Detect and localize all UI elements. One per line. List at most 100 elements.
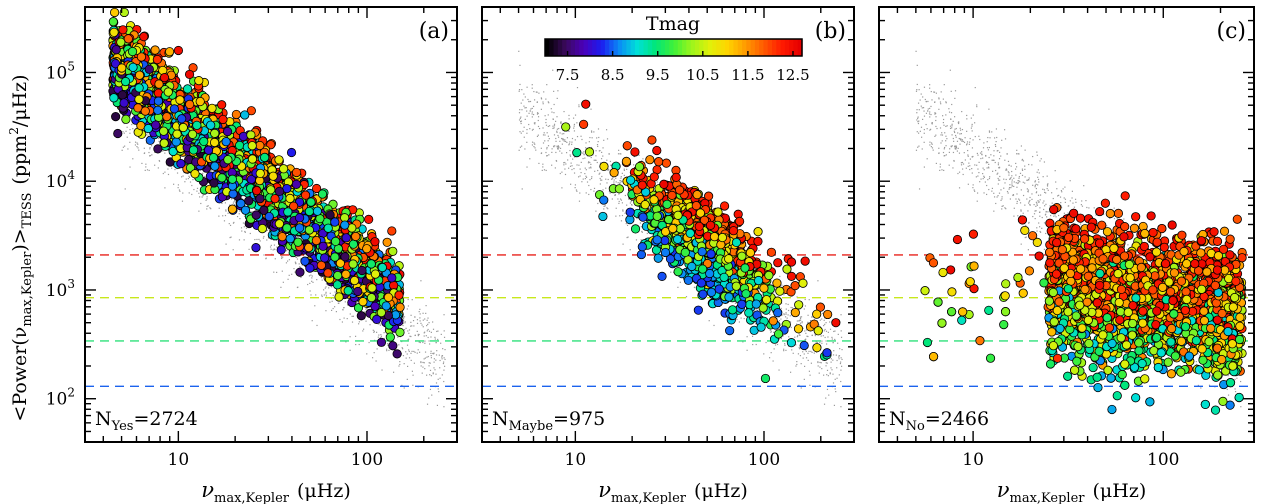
background-point xyxy=(825,365,827,367)
data-point xyxy=(367,283,377,293)
data-point xyxy=(217,173,227,183)
data-point xyxy=(349,275,360,286)
background-point xyxy=(792,352,794,354)
x-tick-label: 100 xyxy=(351,450,383,470)
background-point xyxy=(164,152,166,154)
background-point xyxy=(308,275,311,277)
background-point xyxy=(784,316,787,318)
background-point xyxy=(329,292,331,294)
background-point xyxy=(410,335,412,338)
background-point xyxy=(424,351,427,353)
background-point xyxy=(421,324,423,326)
background-point xyxy=(609,192,611,194)
background-point xyxy=(124,145,126,147)
background-point xyxy=(288,296,291,298)
background-point xyxy=(831,336,833,339)
background-point xyxy=(176,172,179,174)
background-point xyxy=(206,196,208,198)
background-point xyxy=(265,257,267,259)
background-point xyxy=(575,189,578,191)
background-point xyxy=(534,122,536,124)
background-point xyxy=(832,373,834,375)
data-point xyxy=(209,137,220,148)
background-point xyxy=(125,130,127,132)
background-point xyxy=(432,372,434,374)
background-point xyxy=(273,239,275,241)
background-point xyxy=(530,108,532,110)
data-point xyxy=(332,280,343,290)
background-point xyxy=(602,147,604,149)
background-point xyxy=(334,306,336,308)
data-point xyxy=(312,206,323,216)
background-point xyxy=(356,301,358,303)
background-point xyxy=(596,144,599,146)
background-point xyxy=(436,404,439,406)
background-point xyxy=(317,260,319,262)
background-point xyxy=(563,110,565,113)
data-point xyxy=(120,76,131,87)
data-points xyxy=(108,7,405,359)
background-point xyxy=(545,124,548,126)
data-point xyxy=(304,225,314,235)
data-point xyxy=(117,63,127,73)
background-point xyxy=(405,327,407,329)
background-point xyxy=(548,102,550,104)
background-point xyxy=(807,352,809,354)
background-point xyxy=(576,190,578,192)
background-point xyxy=(373,352,375,354)
background-point xyxy=(262,237,265,239)
data-point xyxy=(340,252,350,262)
background-point xyxy=(379,324,382,326)
data-point xyxy=(187,129,198,139)
data-point xyxy=(276,245,286,255)
background-point xyxy=(380,334,382,336)
background-point xyxy=(441,356,443,358)
background-point xyxy=(817,280,819,282)
background-point xyxy=(416,330,418,333)
background-point xyxy=(708,320,710,322)
background-point xyxy=(212,171,214,173)
background-point xyxy=(615,215,617,217)
background-point xyxy=(320,276,323,279)
background-point xyxy=(574,139,576,141)
data-point xyxy=(171,137,181,147)
background-point xyxy=(518,89,521,91)
background-point xyxy=(295,256,297,258)
background-point xyxy=(401,348,404,350)
background-point xyxy=(551,164,553,166)
background-point xyxy=(526,132,528,134)
background-point xyxy=(238,239,241,241)
background-point xyxy=(225,209,227,211)
background-point xyxy=(806,335,808,337)
background-point xyxy=(713,324,715,327)
data-point xyxy=(111,112,121,122)
background-point xyxy=(351,321,354,323)
background-point xyxy=(149,155,151,157)
data-point xyxy=(370,269,381,279)
background-point xyxy=(432,352,434,355)
background-point xyxy=(233,221,235,224)
background-point xyxy=(543,169,546,171)
background-point xyxy=(836,367,838,369)
background-point xyxy=(343,306,345,309)
background-point xyxy=(557,134,559,137)
data-point xyxy=(251,243,261,253)
data-point xyxy=(311,236,321,246)
background-point xyxy=(307,283,309,286)
background-point xyxy=(401,384,403,387)
background-point xyxy=(586,181,589,183)
background-point xyxy=(375,360,377,362)
background-point xyxy=(280,256,283,258)
background-point xyxy=(341,321,343,323)
background-point xyxy=(441,374,443,376)
background-point xyxy=(424,340,426,342)
background-point xyxy=(520,132,522,134)
data-point xyxy=(251,210,261,220)
background-point xyxy=(591,176,593,178)
background-point xyxy=(770,331,772,333)
background-point xyxy=(234,199,236,202)
background-point xyxy=(607,178,609,181)
background-point xyxy=(321,295,323,298)
data-point xyxy=(217,100,227,110)
background-point xyxy=(588,184,590,187)
